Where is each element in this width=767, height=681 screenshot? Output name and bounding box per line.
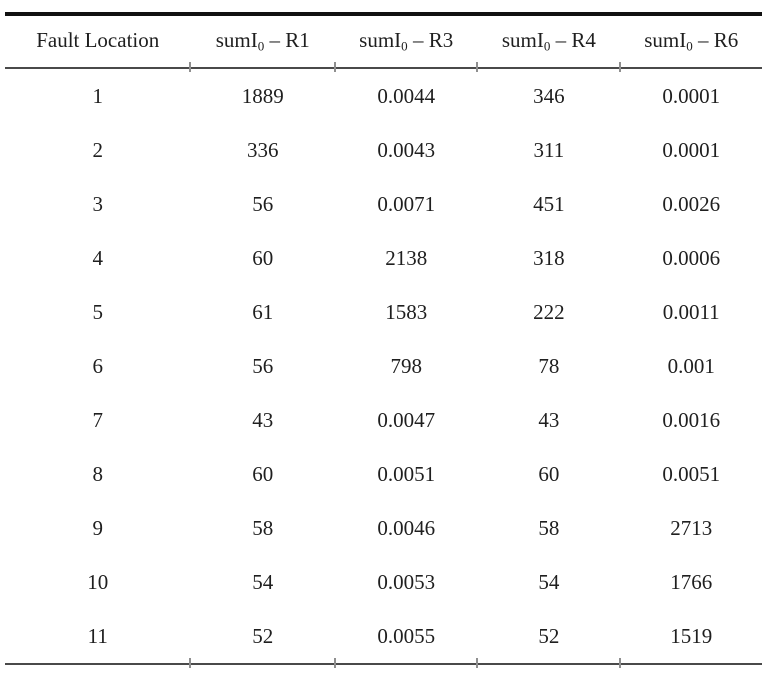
table-cell: 0.0001 [662,83,721,108]
table-cell: 56 [252,353,274,378]
table-row: 4 60 2138 318 0.0006 [5,231,762,285]
header-label: sumI [215,28,258,53]
table-cell: 43 [252,407,274,432]
table-cell: 0.0016 [662,407,721,432]
table-cell: 3 [92,191,103,216]
table-cell: 0.0046 [377,515,436,540]
column-divider-tick [189,62,192,72]
column-header-sumI0-R3: sumI0 – R3 [335,16,478,69]
column-divider-tick [334,658,337,668]
table-cell: 1889 [241,83,284,108]
header-subscript: 0 [401,38,408,54]
table-cell: 6 [92,353,103,378]
fault-location-table-figure: Fault Location sumI0 – R1 sumI0 – R3 sum… [5,12,762,668]
table-cell: 798 [390,353,422,378]
table-cell: 54 [252,569,274,594]
table-cell: 318 [533,245,565,270]
header-label: sumI [501,28,544,53]
table-cell: 346 [533,83,565,108]
data-table: Fault Location sumI0 – R1 sumI0 – R3 sum… [5,16,762,665]
table-cell: 58 [538,515,560,540]
table-row: 7 43 0.0047 43 0.0016 [5,393,762,447]
table-cell: 43 [538,407,560,432]
column-header-sumI0-R4: sumI0 – R4 [477,16,621,69]
table-row: 9 58 0.0046 58 2713 [5,501,762,555]
table-cell: 0.0044 [377,83,436,108]
table-cell: 336 [246,137,279,162]
table-row: 3 56 0.0071 451 0.0026 [5,177,762,231]
table-cell: 2713 [670,515,713,540]
table-cell: 1 [92,83,103,108]
table-cell: 311 [533,137,565,162]
table-cell: 58 [252,515,274,540]
table-row: 1 1889 0.0044 346 0.0001 [5,68,762,123]
table-row: 10 54 0.0053 54 1766 [5,555,762,609]
header-subscript: 0 [257,38,265,54]
table-cell: 54 [538,569,560,594]
table-cell: 0.0051 [662,461,721,486]
table-cell: 10 [87,569,109,594]
table-cell: 222 [533,299,565,324]
table-cell: 56 [252,191,274,216]
table-cell: 11 [87,623,108,648]
header-label: Fault Location [36,28,160,53]
header-subscript: 0 [543,38,551,54]
table-cell: 1519 [670,623,713,648]
table-cell: 2138 [385,245,428,270]
header-suffix: – R1 [264,28,310,53]
table-cell: 61 [252,299,274,324]
column-divider-tick [619,62,622,72]
table-cell: 0.0071 [377,191,436,216]
table-cell: 7 [92,407,103,432]
table-cell: 60 [252,245,274,270]
header-label: sumI [359,28,402,53]
table-cell: 4 [92,245,103,270]
table-cell: 0.0051 [377,461,436,486]
table-cell: 1583 [385,299,428,324]
table-row: 11 52 0.0055 52 1519 [5,609,762,664]
table-cell: 0.0001 [662,137,721,162]
table-row: 6 56 798 78 0.001 [5,339,762,393]
table-cell: 52 [252,623,274,648]
table-cell: 2 [92,137,103,162]
table-cell: 8 [92,461,103,486]
header-suffix: – R6 [692,28,739,53]
column-header-fault-location: Fault Location [5,16,191,69]
table-cell: 60 [252,461,274,486]
column-header-sumI0-R1: sumI0 – R1 [190,16,336,69]
table-row: 8 60 0.0051 60 0.0051 [5,447,762,501]
table-cell: 451 [533,191,565,216]
column-header-sumI0-R6: sumI0 – R6 [620,16,762,69]
table-cell: 78 [538,353,560,378]
table-cell: 0.0026 [662,191,721,216]
table-cell: 60 [538,461,560,486]
table-cell: 0.0053 [377,569,436,594]
column-divider-tick [619,658,622,668]
header-subscript: 0 [686,38,693,54]
column-divider-tick [476,658,479,668]
table-header-row: Fault Location sumI0 – R1 sumI0 – R3 sum… [5,16,762,69]
table-cell: 0.0043 [377,137,436,162]
header-suffix: – R4 [550,28,596,53]
column-divider-tick [334,62,337,72]
table-row: 5 61 1583 222 0.0011 [5,285,762,339]
table-cell: 0.0011 [662,299,720,324]
table-cell: 0.0006 [662,245,721,270]
table-cell: 9 [92,515,103,540]
table-cell: 0.001 [667,353,715,378]
table-cell: 0.0047 [377,407,436,432]
column-divider-tick [189,658,192,668]
table-cell: 5 [92,299,103,324]
table-body: 1 1889 0.0044 346 0.0001 2 336 0.0043 31… [5,68,762,664]
column-divider-tick [476,62,479,72]
table-cell: 52 [538,623,560,648]
table-cell: 1766 [670,569,713,594]
header-label: sumI [644,28,687,53]
header-suffix: – R3 [407,28,454,53]
table-cell: 0.0055 [377,623,436,648]
table-row: 2 336 0.0043 311 0.0001 [5,123,762,177]
